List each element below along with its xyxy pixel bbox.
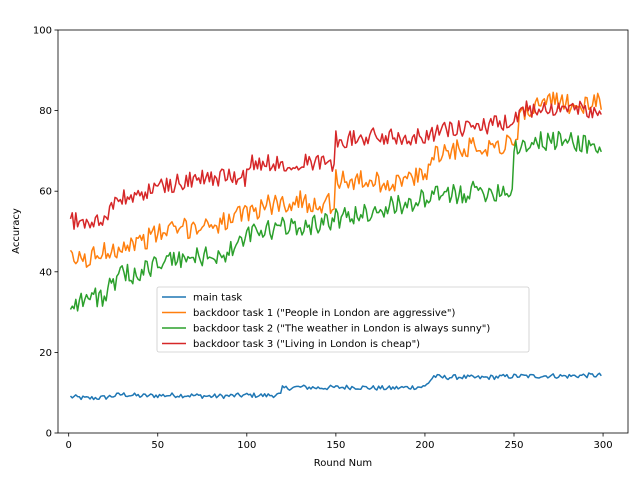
y-axis: 0 20 40 60 80 100 bbox=[33, 26, 58, 440]
x-axis: 0 50 100 150 200 250 300 bbox=[66, 433, 613, 451]
x-tick-label: 100 bbox=[237, 440, 256, 451]
x-tick-label: 250 bbox=[504, 440, 523, 451]
series-line-1 bbox=[69, 372, 602, 401]
legend-label: main task bbox=[193, 293, 242, 304]
legend-label: backdoor task 3 ("Living in London is ch… bbox=[193, 339, 420, 350]
y-tick-label: 60 bbox=[39, 187, 52, 198]
y-tick-label: 100 bbox=[33, 26, 52, 37]
x-tick-label: 200 bbox=[415, 440, 434, 451]
legend-label: backdoor task 2 ("The weather in London … bbox=[193, 324, 490, 335]
x-axis-label: Round Num bbox=[314, 458, 372, 469]
x-tick-label: 50 bbox=[151, 440, 164, 451]
series-line-3 bbox=[69, 130, 602, 312]
legend-box bbox=[156, 286, 530, 353]
y-tick-label: 20 bbox=[39, 348, 52, 359]
legend-label: backdoor task 1 ("People in London are a… bbox=[193, 308, 456, 319]
y-tick-label: 80 bbox=[39, 106, 52, 117]
x-tick-label: 0 bbox=[66, 440, 72, 451]
series-layer bbox=[69, 91, 603, 401]
legend: main task backdoor task 1 ("People in Lon… bbox=[156, 286, 530, 353]
x-tick-label: 300 bbox=[594, 440, 613, 451]
series-line-2 bbox=[69, 91, 603, 268]
series-line-4 bbox=[69, 100, 602, 230]
y-tick-label: 40 bbox=[39, 267, 52, 278]
y-axis-label: Accuracy bbox=[11, 208, 22, 254]
plot-frame bbox=[57, 29, 629, 434]
x-tick-label: 150 bbox=[326, 440, 345, 451]
y-tick-label: 0 bbox=[46, 429, 52, 440]
